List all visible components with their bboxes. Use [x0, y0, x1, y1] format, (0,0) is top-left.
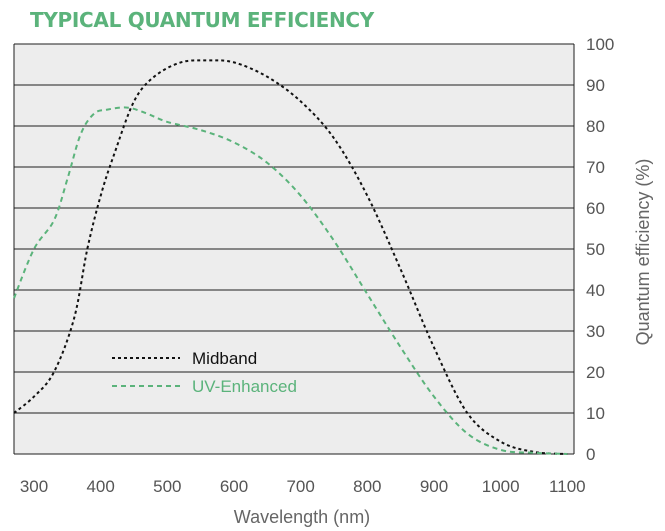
y-tick-label-0: 0	[586, 445, 595, 464]
x-tick-label-900: 900	[420, 477, 448, 496]
x-tick-label-400: 400	[86, 477, 114, 496]
legend-label-uv-enhanced: UV-Enhanced	[192, 377, 297, 396]
y-tick-label-40: 40	[586, 281, 605, 300]
y-tick-label-30: 30	[586, 322, 605, 341]
x-tick-label-1100: 1100	[549, 477, 586, 496]
y-tick-label-90: 90	[586, 76, 605, 95]
y-tick-label-70: 70	[586, 158, 605, 177]
y-axis-label: Quantum efficiency (%)	[633, 159, 653, 346]
y-tick-label-100: 100	[586, 35, 614, 54]
y-tick-labels: 0 10 20 30 40 50 60 70 80 90 100	[586, 35, 614, 464]
y-tick-label-10: 10	[586, 404, 605, 423]
y-tick-label-80: 80	[586, 117, 605, 136]
x-tick-label-300: 300	[20, 477, 48, 496]
grid-lines	[13, 43, 575, 455]
series-line-midband	[13, 59, 568, 455]
x-tick-label-500: 500	[153, 477, 181, 496]
series-line-uv-enhanced	[13, 106, 568, 455]
x-tick-label-700: 700	[286, 477, 314, 496]
x-tick-label-800: 800	[353, 477, 381, 496]
x-axis-label: Wavelength (nm)	[234, 507, 370, 527]
x-tick-label-1000: 1000	[482, 477, 520, 496]
legend: Midband UV-Enhanced	[112, 349, 297, 396]
x-tick-labels: 300 400 500 600 700 800 900 1000 1100	[20, 477, 586, 496]
x-tick-label-600: 600	[220, 477, 248, 496]
y-tick-label-20: 20	[586, 363, 605, 382]
legend-label-midband: Midband	[192, 349, 257, 368]
chart-title: TYPICAL QUANTUM EFFICIENCY	[30, 8, 374, 32]
y-tick-label-50: 50	[586, 240, 605, 259]
series-lines	[13, 59, 568, 455]
y-tick-label-60: 60	[586, 199, 605, 218]
